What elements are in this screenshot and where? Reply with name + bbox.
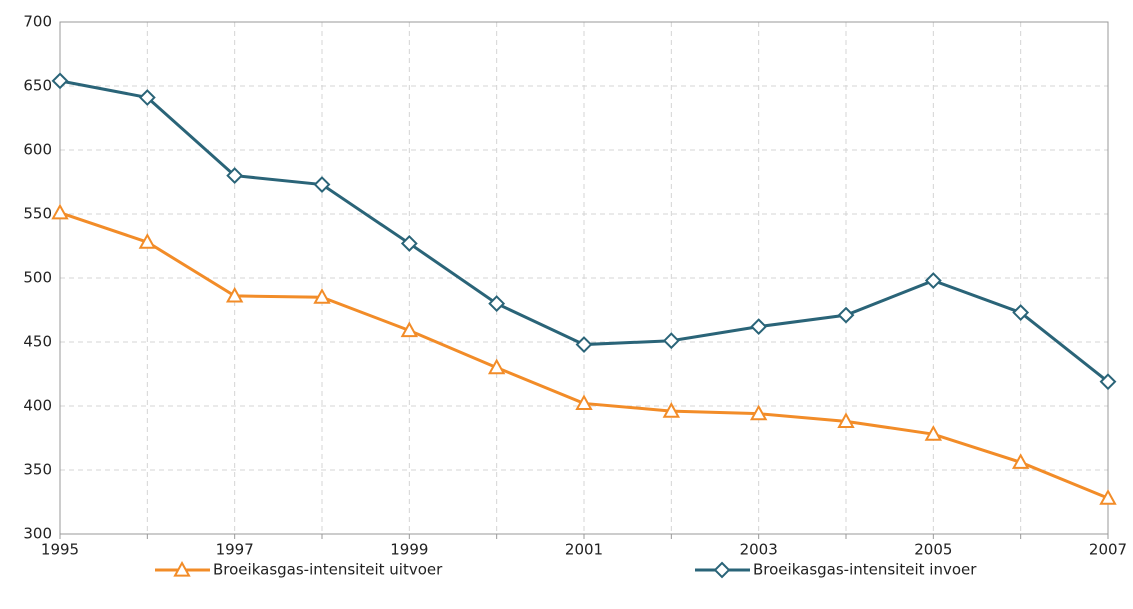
data-point [138, 89, 156, 106]
y-tick-label: 600 [23, 141, 52, 159]
data-point [837, 306, 855, 324]
y-tick-label: 400 [23, 397, 52, 415]
data-point [51, 72, 69, 90]
data-point [225, 286, 244, 303]
x-tick-label: 1999 [390, 541, 428, 559]
legend-marker [713, 561, 731, 579]
data-point [749, 404, 768, 421]
y-tick-label: 500 [23, 269, 52, 287]
data-point [662, 332, 680, 350]
legend-marker [173, 560, 191, 577]
data-point [313, 288, 331, 304]
x-tick-label: 2003 [740, 541, 778, 559]
data-point [837, 412, 855, 428]
data-point [924, 425, 943, 441]
data-point [138, 233, 157, 249]
legend-label: Broeikasgas-intensiteit uitvoer [213, 561, 443, 579]
data-point [1012, 304, 1030, 321]
y-tick-label: 650 [23, 77, 52, 95]
data-point [400, 235, 418, 252]
data-point [1011, 453, 1030, 469]
data-point [1099, 489, 1117, 505]
data-point [487, 358, 506, 375]
data-point [575, 394, 593, 411]
y-tick-label: 700 [23, 13, 52, 31]
y-tick-label: 350 [23, 461, 52, 479]
data-point [226, 167, 244, 185]
data-point [924, 272, 942, 289]
legend-label: Broeikasgas-intensiteit invoer [753, 561, 977, 579]
data-point [575, 336, 593, 353]
x-tick-label: 2001 [565, 541, 603, 559]
data-point [400, 321, 419, 338]
x-tick-label: 1995 [41, 541, 79, 559]
data-point [488, 295, 506, 313]
data-point [51, 203, 69, 220]
x-tick-label: 1997 [216, 541, 254, 559]
y-tick-label: 550 [23, 205, 52, 223]
x-tick-label: 2007 [1089, 541, 1127, 559]
data-point [750, 318, 768, 336]
data-point [313, 176, 331, 193]
y-tick-label: 450 [23, 333, 52, 351]
x-tick-label: 2005 [914, 541, 952, 559]
data-point [662, 402, 681, 418]
y-tick-label: 300 [23, 525, 52, 543]
data-point [1099, 373, 1117, 391]
